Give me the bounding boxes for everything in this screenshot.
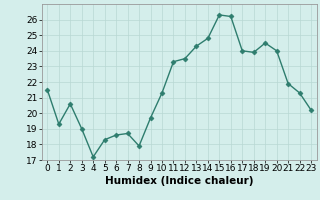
X-axis label: Humidex (Indice chaleur): Humidex (Indice chaleur) xyxy=(105,176,253,186)
